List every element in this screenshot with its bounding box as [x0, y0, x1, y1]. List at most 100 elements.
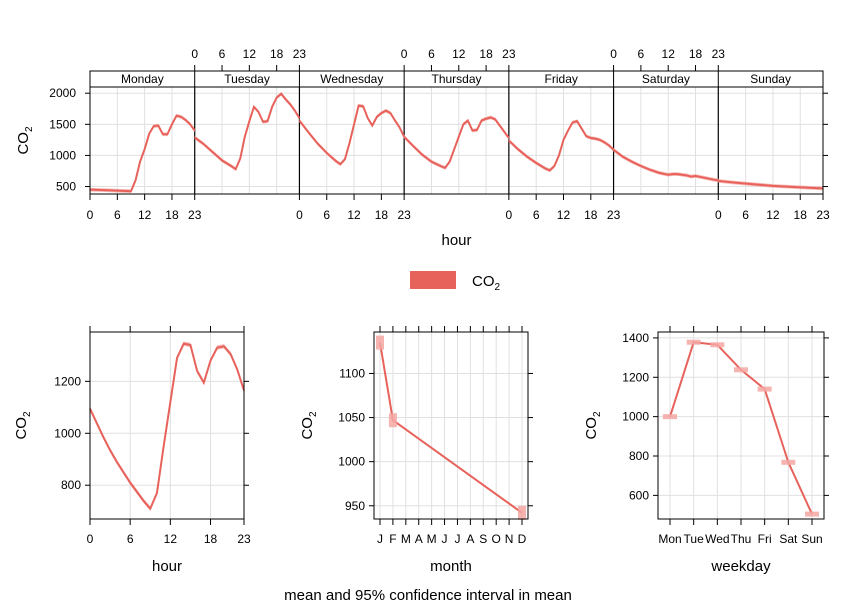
y-tick-label: 1000 — [54, 426, 81, 440]
x-tick-label: Fri — [758, 532, 772, 546]
y-tick-label: 800 — [61, 478, 81, 492]
x-tick-label: Sun — [801, 532, 822, 546]
series-tuesday-line — [194, 92, 301, 171]
plot-frame — [373, 331, 529, 520]
point-ci — [757, 386, 772, 392]
y-tick-label: 1100 — [339, 366, 365, 380]
x-tick-label-top: 12 — [452, 47, 466, 61]
y-tick-label: 800 — [629, 449, 649, 463]
x-tick-label: 12 — [347, 208, 361, 222]
x-tick-label-top: 6 — [219, 47, 226, 61]
point-ci — [518, 505, 526, 520]
x-tick-label-top: 23 — [293, 47, 307, 61]
caption: mean and 95% confidence interval in mean — [284, 587, 572, 604]
x-tick-label: Thu — [731, 532, 752, 546]
y-tick-label: 2000 — [49, 86, 76, 100]
weekday-panel: 600 800 1000 1200 1400 Mon Tue Wed Thu Fri Sat Sun w… — [583, 326, 829, 575]
x-tick-label: 18 — [165, 208, 179, 222]
day-hour-panel: Monday Tuesday Wednesday Thursday Friday Satu… — [15, 47, 830, 249]
x-tick-label-top: 18 — [689, 47, 703, 61]
x-tick-label: J — [454, 532, 460, 546]
x-tick-label: N — [505, 532, 514, 546]
series-saturday-line — [612, 149, 719, 182]
x-tick-label: 23 — [237, 532, 251, 546]
strip-label-friday: Friday — [545, 72, 578, 86]
y-tick-label: 950 — [345, 499, 365, 513]
y-axis-title: CO2 — [13, 411, 33, 440]
x-tick-label: 18 — [375, 208, 389, 222]
y-tick-label: 1200 — [622, 370, 649, 384]
x-tick-label: A — [415, 532, 423, 546]
x-tick-label-top: 0 — [401, 47, 408, 61]
x-tick-label: 0 — [715, 208, 722, 222]
x-tick-label-top: 12 — [243, 47, 257, 61]
x-tick-label-top: 0 — [610, 47, 617, 61]
x-tick-label: Mon — [658, 532, 681, 546]
y-tick-label: 600 — [629, 488, 649, 502]
strip-label-sunday: Sunday — [750, 72, 791, 86]
y-tick-label: 1000 — [338, 455, 365, 469]
x-tick-label-top: 6 — [638, 47, 645, 61]
x-tick-label: 23 — [607, 208, 621, 222]
hour-panel: 800 1000 1200 0 6 12 18 23 hour CO2 — [13, 326, 251, 575]
x-tick-label: J — [377, 532, 383, 546]
strip-label-wednesday: Wednesday — [320, 72, 383, 86]
x-tick-label: A — [466, 532, 474, 546]
x-tick-label: 0 — [87, 208, 94, 222]
x-tick-label: 0 — [506, 208, 513, 222]
x-tick-label: O — [492, 532, 501, 546]
series-wednesday-line — [298, 104, 406, 166]
x-tick-label: M — [401, 532, 411, 546]
strip-label-tuesday: Tuesday — [224, 72, 270, 86]
y-axis-title: CO2 — [299, 411, 319, 440]
strip-label-saturday: Saturday — [642, 72, 690, 86]
series-thursday-line — [403, 116, 510, 170]
x-tick-label: 12 — [138, 208, 152, 222]
x-tick-label: 23 — [816, 208, 830, 222]
x-tick-label: Wed — [705, 532, 729, 546]
point-ci — [710, 342, 725, 348]
point-ci — [388, 413, 397, 428]
legend-swatch — [410, 271, 456, 289]
x-axis-title: month — [430, 558, 472, 575]
series-monday-line — [89, 114, 196, 193]
x-tick-label: D — [518, 532, 527, 546]
x-axis-title: weekday — [710, 558, 771, 575]
strip-label-thursday: Thursday — [431, 72, 481, 86]
x-tick-label: 23 — [188, 208, 202, 222]
series-sunday-line — [718, 179, 824, 190]
x-tick-label: 12 — [557, 208, 571, 222]
point-ci — [686, 339, 701, 345]
series-line — [89, 342, 245, 511]
x-axis-title: hour — [152, 558, 182, 575]
y-axis-title: CO2 — [15, 126, 35, 155]
x-tick-label: 12 — [164, 532, 178, 546]
x-tick-label: 23 — [397, 208, 411, 222]
point-ci — [663, 414, 677, 420]
series-line — [379, 342, 523, 514]
x-tick-label-top: 18 — [270, 47, 284, 61]
y-tick-label: 1050 — [338, 411, 365, 425]
y-tick-label: 1200 — [54, 374, 81, 388]
x-tick-label: 6 — [533, 208, 540, 222]
y-tick-label: 1000 — [622, 410, 649, 424]
x-tick-label: M — [427, 532, 437, 546]
x-tick-label: S — [479, 532, 487, 546]
x-tick-label: 6 — [114, 208, 121, 222]
x-tick-label-top: 23 — [712, 47, 726, 61]
x-tick-label: 6 — [742, 208, 749, 222]
x-tick-label-top: 0 — [191, 47, 198, 61]
x-tick-label: 6 — [323, 208, 330, 222]
x-tick-label: 18 — [584, 208, 598, 222]
x-tick-label-top: 23 — [502, 47, 516, 61]
legend: CO2 — [410, 271, 501, 293]
point-ci — [376, 335, 384, 350]
x-tick-label: F — [389, 532, 396, 546]
x-tick-label: 0 — [87, 532, 94, 546]
x-tick-label: 12 — [766, 208, 780, 222]
point-ci — [734, 367, 748, 373]
x-axis-title: hour — [441, 232, 471, 249]
x-tick-label: Sat — [779, 532, 798, 546]
x-tick-label: 0 — [296, 208, 303, 222]
